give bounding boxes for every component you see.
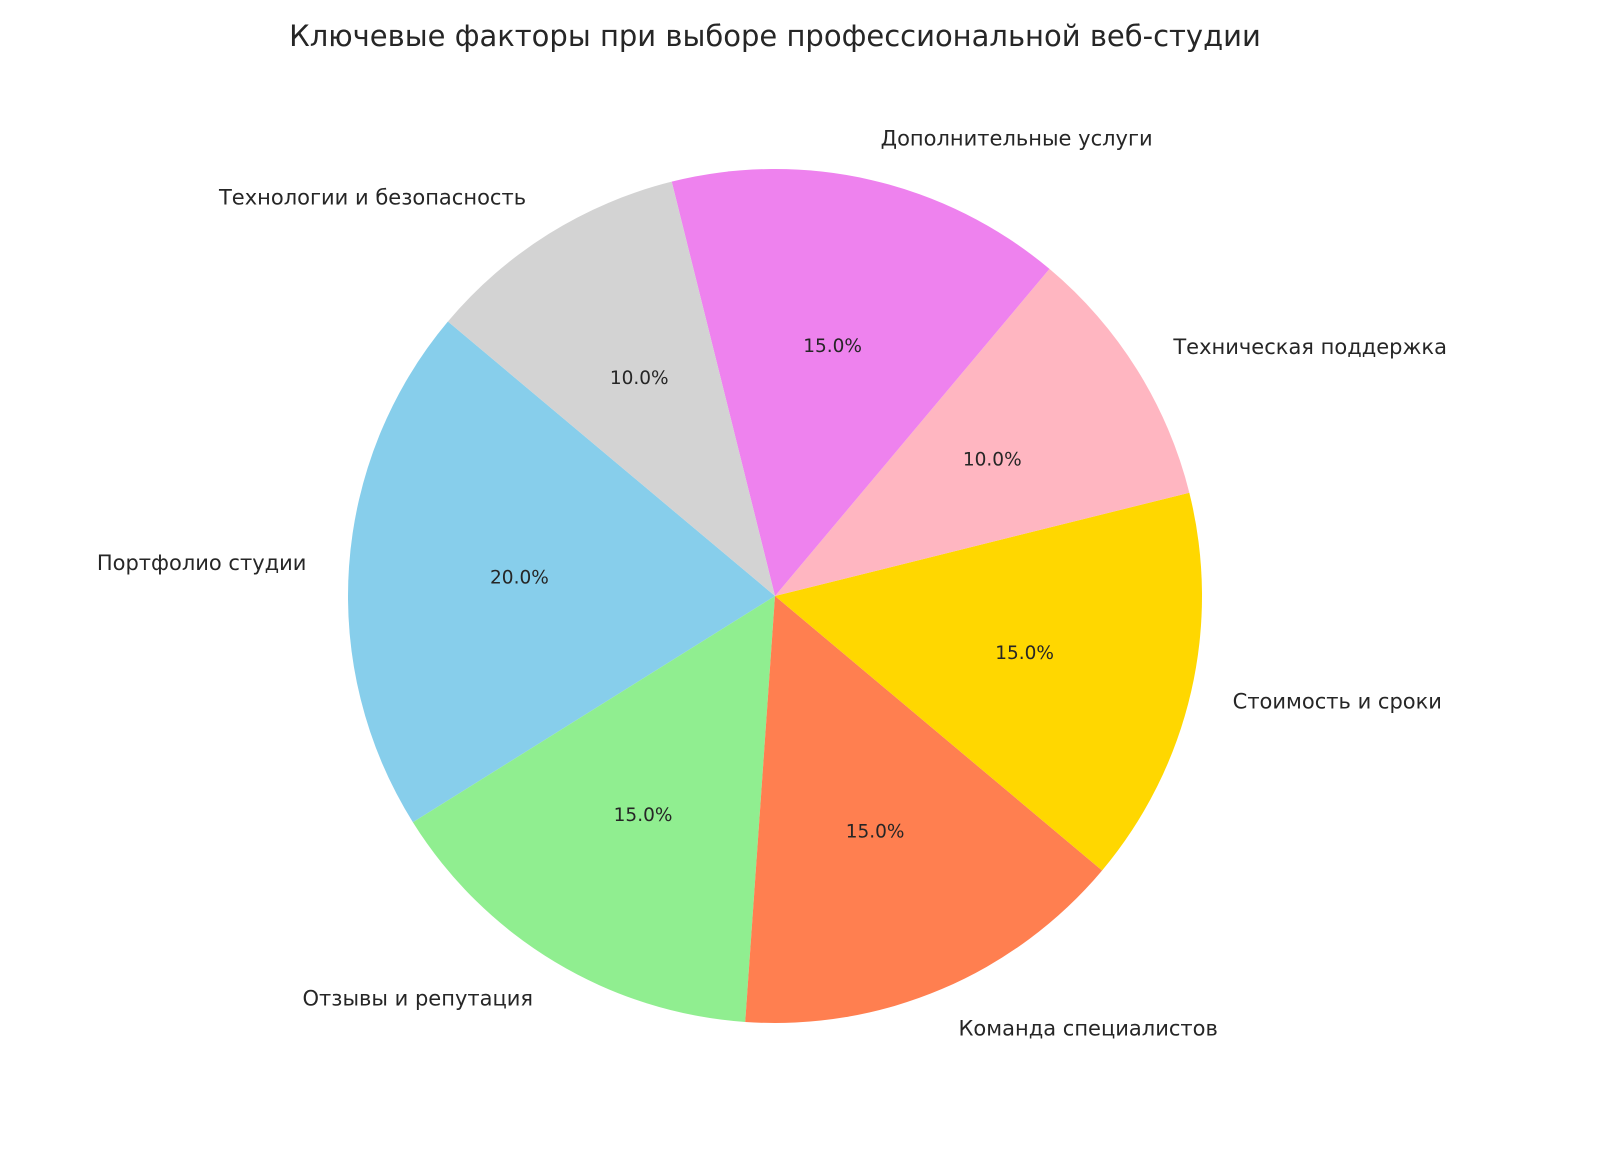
pie-slice <box>348 321 775 823</box>
slice-percent-label: 15.0% <box>803 336 862 357</box>
pie-slices <box>348 168 1202 1023</box>
slice-percent-label: 20.0% <box>490 568 549 589</box>
slice-percent-label: 15.0% <box>846 821 905 842</box>
pie-slice <box>775 492 1202 871</box>
slice-percent-label: 15.0% <box>995 643 1054 664</box>
slice-label: Портфолио студии <box>97 551 307 575</box>
slice-label: Отзывы и репутация <box>303 987 534 1011</box>
slice-percent-label: 10.0% <box>963 450 1022 471</box>
pie-slice <box>412 596 775 1022</box>
pie-slice <box>671 168 1050 597</box>
slice-label: Команда специалистов <box>959 1016 1218 1040</box>
slice-percent-label: 10.0% <box>610 368 669 389</box>
pie-slice <box>745 596 1103 1023</box>
slice-label: Технологии и безопасность <box>218 186 526 210</box>
slice-percent-label: 15.0% <box>614 805 673 826</box>
slice-label: Дополнительные услуги <box>881 126 1153 150</box>
pie-slice <box>447 181 775 597</box>
slice-label: Техническая поддержка <box>1172 335 1447 359</box>
chart-title: Ключевые факторы при выборе профессионал… <box>289 19 1261 53</box>
pie-slice <box>775 268 1190 596</box>
pie-labels: Портфолио студии 20.0% Отзывы и репутация 1… <box>97 126 1447 1040</box>
slice-label: Стоимость и сроки <box>1233 690 1442 714</box>
